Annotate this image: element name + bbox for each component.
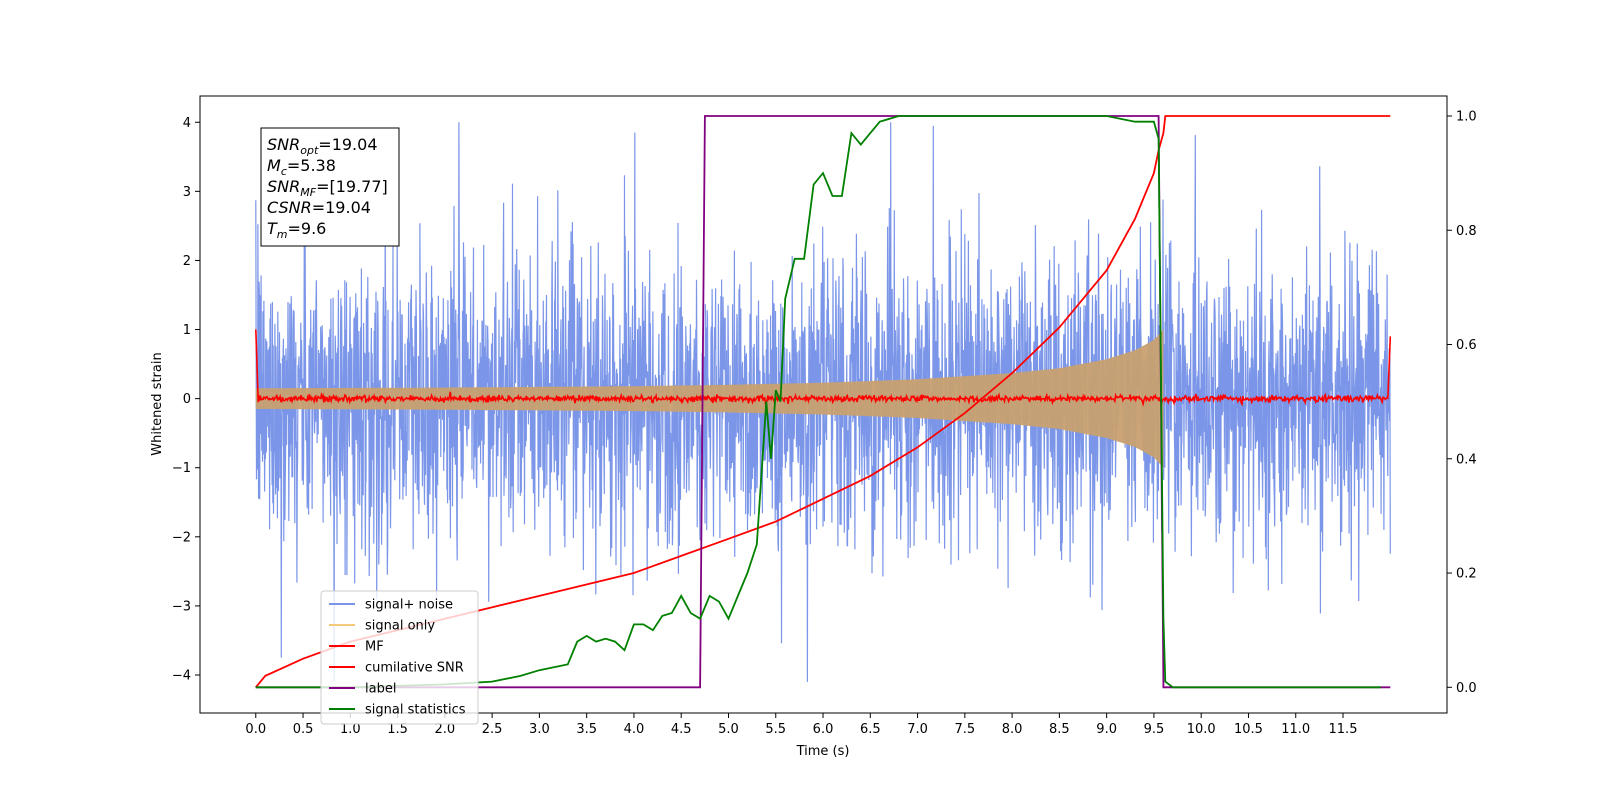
y-tick-label: −2 — [172, 530, 191, 545]
signal-statistics-line — [255, 115, 1381, 689]
legend-box — [320, 590, 479, 725]
series-mf — [255, 329, 1392, 407]
signal-noise-line — [255, 122, 1391, 682]
legend-label-signal-noise: signal+ noise — [365, 598, 453, 613]
legend-label-label: label — [365, 682, 396, 697]
x-tick-label: 9.5 — [1144, 722, 1165, 737]
x-tick-label: 2.5 — [482, 722, 503, 737]
y-tick-label: 2 — [183, 254, 191, 269]
x-tick-label: 1.0 — [340, 722, 361, 737]
y-right-tick-label: 0.8 — [1456, 224, 1477, 239]
y-tick-label: −3 — [172, 599, 191, 614]
y-right-tick-label: 0.6 — [1456, 338, 1477, 353]
series-signal-statistics — [255, 115, 1381, 689]
y-tick-label: 0 — [183, 392, 191, 407]
x-tick-label: 0.5 — [293, 722, 314, 737]
x-tick-label: 4.5 — [671, 722, 692, 737]
series-label — [255, 115, 1391, 689]
y-tick-label: −1 — [172, 461, 191, 476]
y-tick-label: −4 — [172, 668, 191, 683]
x-tick-label: 1.5 — [387, 722, 408, 737]
series-signal-noise — [255, 122, 1391, 682]
x-tick-label: 4.0 — [624, 722, 645, 737]
y-right-tick-label: 0.0 — [1456, 681, 1477, 696]
y-right-tick-label: 0.2 — [1456, 567, 1477, 582]
x-axis: 0.0 0.5 1.0 1.5 2.0 2.5 3.0 3.5 4.0 4.5 5.0 5.5 6.0 6… — [245, 713, 1357, 737]
legend-label-signal-statistics: signal statistics — [365, 703, 466, 718]
y-axis-right: 0.0 0.2 0.4 0.6 0.8 1.0 — [1447, 109, 1477, 696]
x-tick-label: 2.0 — [435, 722, 456, 737]
x-tick-label: 6.5 — [860, 722, 881, 737]
x-tick-label: 5.0 — [718, 722, 739, 737]
x-axis-label: Time (s) — [796, 744, 850, 759]
x-tick-label: 7.0 — [907, 722, 928, 737]
mf-line — [255, 329, 1392, 407]
x-tick-label: 0.0 — [245, 722, 266, 737]
legend-label-mf: MF — [365, 640, 384, 655]
x-tick-label: 3.5 — [576, 722, 597, 737]
legend: signal+ noise signal only MF cumilative SNR… — [320, 590, 479, 725]
x-tick-label: 5.5 — [765, 722, 786, 737]
x-tick-label: 9.0 — [1096, 722, 1117, 737]
x-tick-label: 3.0 — [529, 722, 550, 737]
y-tick-label: 3 — [183, 185, 191, 200]
y-axis-label: Whitened strain — [150, 352, 165, 455]
stat-line-snropt: SNRopt=19.04 — [267, 135, 378, 157]
x-tick-label: 6.0 — [813, 722, 834, 737]
stat-line-mc: Mc=5.38 — [267, 156, 336, 178]
legend-label-signal-only: signal only — [365, 619, 435, 634]
stat-line-tm: Tm=9.6 — [267, 219, 326, 241]
x-tick-label: 7.5 — [954, 722, 975, 737]
stats-box — [260, 127, 400, 247]
legend-label-cumilative-snr: cumilative SNR — [365, 661, 464, 676]
y-right-tick-label: 0.4 — [1456, 452, 1477, 467]
label-line — [255, 115, 1391, 689]
x-tick-label: 10.5 — [1234, 722, 1263, 737]
stats-annotation: SNRopt=19.04Mc=5.38SNRMF=[19.77]CSNR=19.… — [260, 127, 400, 247]
y-tick-label: 1 — [183, 323, 191, 338]
x-tick-label: 11.0 — [1281, 722, 1310, 737]
y-tick-label: 4 — [183, 116, 191, 131]
x-tick-label: 8.0 — [1002, 722, 1023, 737]
y-right-tick-label: 1.0 — [1456, 109, 1477, 124]
stat-line-csnr: CSNR=19.04 — [267, 198, 371, 217]
x-tick-label: 11.5 — [1329, 722, 1358, 737]
y-axis-left: −4 −3 −2 −1 0 1 2 3 4 — [172, 116, 200, 683]
x-tick-label: 10.0 — [1187, 722, 1216, 737]
stat-line-snrmf: SNRMF=[19.77] — [267, 177, 388, 199]
x-tick-label: 8.5 — [1049, 722, 1070, 737]
